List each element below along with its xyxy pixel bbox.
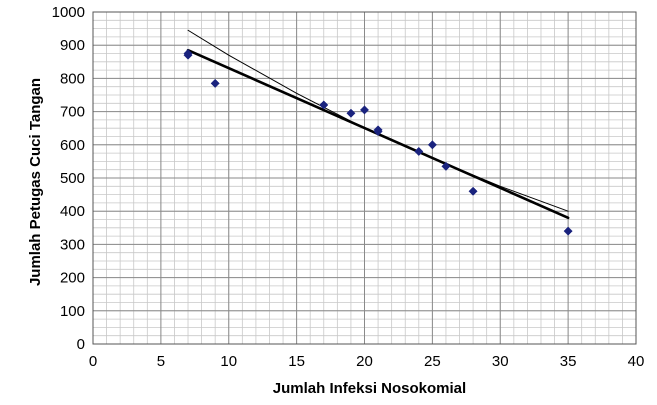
x-tick-label: 25: [424, 353, 441, 370]
x-tick-label: 0: [89, 353, 97, 370]
x-tick-label: 5: [157, 353, 165, 370]
x-tick-label: 20: [356, 353, 373, 370]
y-tick-label: 600: [60, 137, 85, 154]
data-point: [346, 108, 356, 118]
y-tick-label: 200: [60, 270, 85, 287]
x-axis-ticks: 0 5 10 15 20 25 30 35 40: [89, 353, 645, 370]
y-tick-label: 0: [77, 336, 85, 353]
data-point: [373, 125, 383, 135]
x-tick-label: 40: [628, 353, 645, 370]
data-point: [468, 186, 478, 196]
y-tick-label: 1000: [52, 4, 85, 21]
data-point: [563, 226, 573, 236]
data-point: [210, 78, 220, 88]
data-point: [414, 146, 424, 156]
y-tick-label: 700: [60, 104, 85, 121]
x-tick-label: 35: [560, 353, 577, 370]
data-point: [427, 140, 437, 150]
y-tick-label: 100: [60, 303, 85, 320]
x-tick-label: 15: [288, 353, 305, 370]
y-axis-ticks: 0 100 200 300 400 500 600 700 800 900 1000: [52, 4, 85, 353]
x-axis-title: Jumlah Infeksi Nosokomial: [273, 380, 466, 397]
curved-trendline: [187, 29, 569, 212]
data-point: [359, 105, 370, 115]
y-tick-label: 900: [60, 37, 85, 54]
y-tick-label: 800: [60, 70, 85, 87]
y-tick-label: 500: [60, 170, 85, 187]
data-points: [183, 48, 573, 236]
data-point: [183, 48, 193, 59]
y-tick-label: 300: [60, 236, 85, 253]
data-point: [441, 161, 451, 171]
y-tick-label: 400: [60, 203, 85, 220]
data-point: [319, 100, 329, 110]
x-tick-label: 10: [220, 353, 237, 370]
y-axis-title: Jumlah Petugas Cuci Tangan: [27, 78, 44, 286]
x-tick-label: 30: [492, 353, 509, 370]
plot-area-frame: [92, 11, 637, 345]
